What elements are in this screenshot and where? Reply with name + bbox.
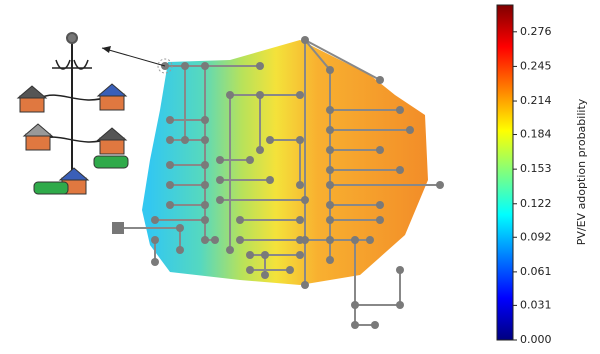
colorbar-tick-label: 0.214 <box>520 94 552 107</box>
bus-node <box>326 256 334 264</box>
bus-node <box>301 36 309 44</box>
bus-node <box>201 181 209 189</box>
feeder-line <box>304 39 331 71</box>
bus-node <box>396 266 404 274</box>
bus-node <box>256 91 264 99</box>
bus-node <box>296 181 304 189</box>
bus-node <box>296 136 304 144</box>
bus-node <box>326 166 334 174</box>
bus-node <box>226 91 234 99</box>
bus-node <box>166 136 174 144</box>
bus-node <box>166 116 174 124</box>
bus-node <box>216 196 224 204</box>
colorbar-tick-label: 0.184 <box>520 128 552 141</box>
bus-node <box>256 146 264 154</box>
bus-node <box>396 106 404 114</box>
bus-node <box>166 201 174 209</box>
bus-node <box>201 236 209 244</box>
bus-node <box>166 181 174 189</box>
bus-node <box>151 236 159 244</box>
colorbar-tick-label: 0.092 <box>520 230 552 243</box>
colorbar: 0.000 0.031 0.061 0.092 0.122 0.153 0.184 0.214… <box>496 4 552 346</box>
heat-surface <box>142 40 428 285</box>
bus-node <box>246 266 254 274</box>
bus-node <box>296 91 304 99</box>
bus-node <box>366 236 374 244</box>
bus-node <box>166 161 174 169</box>
bus-node <box>396 166 404 174</box>
bus-node <box>211 236 219 244</box>
bus-node <box>351 236 359 244</box>
bus-node <box>201 201 209 209</box>
houses <box>16 83 129 195</box>
bus-node <box>286 266 294 274</box>
bus-node <box>176 224 184 232</box>
colorbar-tick-label: 0.122 <box>520 197 552 210</box>
bus-node <box>351 321 359 329</box>
bus-node <box>201 216 209 224</box>
bus-node <box>246 156 254 164</box>
bus-node <box>201 136 209 144</box>
colorbar-tick-label: 0.245 <box>520 59 552 72</box>
bus-node <box>406 126 414 134</box>
map <box>112 36 444 329</box>
bus-node <box>326 126 334 134</box>
bus-node <box>301 196 309 204</box>
colorbar-label: PV/EV adoption probability <box>575 98 588 245</box>
bus-node <box>201 62 209 70</box>
colorbar-tick-label: 0.031 <box>520 298 552 311</box>
bus-node <box>151 216 159 224</box>
bus-node <box>301 281 309 289</box>
bus-node <box>396 301 404 309</box>
bus-node <box>301 236 309 244</box>
bus-node <box>201 116 209 124</box>
bus-node <box>236 236 244 244</box>
colorbar-tick-label: 0.061 <box>520 265 552 278</box>
bus-node <box>371 321 379 329</box>
bus-node <box>266 176 274 184</box>
bus-node <box>216 176 224 184</box>
bus-node <box>176 246 184 254</box>
bus-node <box>296 216 304 224</box>
bus-node <box>376 201 384 209</box>
bus-node <box>201 161 209 169</box>
substation <box>112 222 124 234</box>
colorbar-tick-label: 0.000 <box>520 333 552 346</box>
bus-node <box>376 216 384 224</box>
bus-node <box>376 146 384 154</box>
bus-node <box>261 251 269 259</box>
bus-node <box>236 216 244 224</box>
feeder-line <box>304 39 381 81</box>
bus-node <box>181 62 189 70</box>
bus-node <box>326 201 334 209</box>
bus-node <box>216 156 224 164</box>
bus-node <box>376 76 384 84</box>
bus-node <box>246 251 254 259</box>
bus-node <box>266 136 274 144</box>
colorbar-tick-label: 0.276 <box>520 25 552 38</box>
bus-node <box>436 181 444 189</box>
bus-node <box>151 258 159 266</box>
bus-node <box>351 301 359 309</box>
bus-node <box>226 246 234 254</box>
bus-node <box>326 236 334 244</box>
bus-node <box>326 181 334 189</box>
bus-node <box>296 251 304 259</box>
bus-node <box>326 106 334 114</box>
bus-node <box>256 62 264 70</box>
colorbar-tick-label: 0.153 <box>520 162 552 175</box>
colorbar-gradient <box>496 4 514 341</box>
bus-node <box>261 271 269 279</box>
bus-node <box>181 136 189 144</box>
bus-node <box>326 216 334 224</box>
bus-node <box>326 66 334 74</box>
bus-node <box>326 146 334 154</box>
